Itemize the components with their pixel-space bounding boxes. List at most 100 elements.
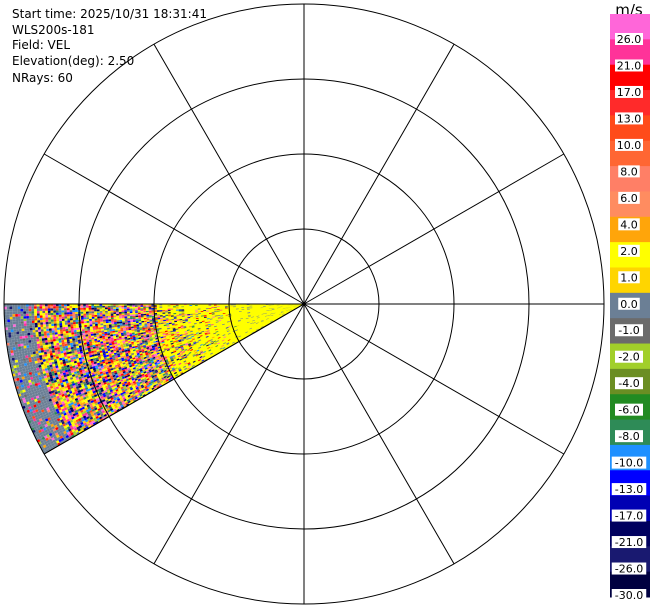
sector-gate	[171, 361, 175, 364]
sector-gate	[143, 379, 148, 382]
sector-gate	[76, 370, 80, 374]
sector-gate	[84, 419, 89, 423]
sector-gate	[122, 391, 126, 395]
sector-gate	[86, 324, 90, 327]
sector-gate	[52, 428, 57, 432]
sector-gate	[146, 322, 150, 325]
sector-gate	[141, 349, 145, 353]
sector-gate	[97, 323, 101, 326]
sector-gate	[101, 415, 105, 419]
sector-gate	[100, 319, 103, 322]
sector-gate	[147, 352, 151, 355]
sector-gate	[67, 355, 71, 359]
sector-gate	[107, 376, 111, 380]
sector-gate	[82, 370, 86, 374]
sector-gate	[59, 357, 63, 361]
sector-gate	[63, 407, 68, 411]
sector-gate	[120, 364, 124, 368]
sector-gate	[121, 350, 125, 353]
sector-gate	[85, 372, 89, 375]
sector-gate	[90, 393, 94, 397]
sector-gate	[55, 365, 59, 369]
sector-gate	[113, 391, 117, 395]
sector-gate	[106, 326, 110, 329]
sector-gate	[168, 361, 172, 364]
sector-gate	[225, 327, 229, 329]
sector-gate	[113, 397, 117, 401]
sector-gate	[100, 321, 104, 324]
sector-gate	[128, 325, 131, 328]
sector-gate	[42, 304, 45, 307]
sector-gate	[78, 357, 82, 361]
sector-gate	[57, 399, 62, 404]
sector-gate	[45, 324, 49, 327]
sector-gate	[141, 351, 145, 354]
sector-gate	[48, 326, 52, 329]
sector-gate	[102, 340, 106, 344]
sector-gate	[25, 340, 29, 344]
sector-gate	[110, 360, 114, 364]
sector-gate	[25, 337, 29, 341]
sector-gate	[170, 350, 174, 353]
sector-gate	[172, 363, 176, 367]
sector-gate	[62, 388, 66, 392]
sector-gate	[154, 320, 158, 323]
sector-gate	[128, 361, 132, 365]
sector-gate	[281, 311, 284, 313]
sector-gate	[148, 362, 152, 365]
sector-gate	[141, 387, 146, 390]
sector-gate	[73, 402, 78, 407]
sector-gate	[18, 328, 22, 332]
sector-gate	[185, 342, 188, 345]
sector-gate	[46, 384, 50, 388]
sector-gate	[120, 386, 124, 390]
sector-gate	[56, 429, 60, 433]
sector-gate	[25, 311, 29, 314]
sector-gate	[154, 316, 158, 319]
sector-gate	[117, 399, 121, 403]
sector-gate	[131, 327, 135, 330]
colorbar-tick: 13.0	[617, 112, 642, 125]
sector-gate	[63, 436, 67, 440]
sector-gate	[143, 355, 147, 358]
sector-gate	[28, 398, 32, 402]
sector-gate	[76, 327, 80, 330]
sector-gate	[68, 397, 73, 402]
sector-gate	[249, 305, 253, 307]
sector-gate	[12, 321, 16, 325]
sector-gate	[90, 346, 94, 350]
sector-gate	[45, 317, 49, 320]
sector-gate	[65, 328, 69, 332]
sector-gate	[119, 402, 123, 406]
sector-gate	[59, 320, 63, 324]
sector-gate	[118, 407, 123, 411]
sector-gate	[80, 390, 85, 394]
sector-gate	[100, 325, 104, 328]
sector-gate	[178, 313, 182, 315]
sector-gate	[145, 387, 149, 390]
sector-gate	[33, 368, 37, 372]
sector-gate	[27, 352, 31, 356]
sector-gate	[102, 350, 106, 353]
sector-gate	[86, 411, 91, 415]
sector-gate	[63, 392, 68, 396]
sector-gate	[21, 348, 25, 352]
sector-gate	[141, 391, 145, 394]
sector-gate	[89, 398, 94, 402]
sector-gate	[146, 355, 150, 359]
sector-gate	[60, 352, 64, 356]
sector-gate	[64, 316, 68, 319]
sector-gate	[173, 312, 177, 315]
sector-gate	[18, 351, 22, 355]
sector-gate	[48, 344, 52, 347]
sector-gate	[24, 388, 29, 392]
sector-gate	[140, 311, 144, 313]
sector-gate	[176, 319, 180, 321]
sector-gate	[19, 353, 23, 357]
sector-gate	[107, 348, 111, 352]
sector-gate	[132, 309, 136, 312]
sector-gate	[127, 350, 131, 353]
sector-gate	[55, 354, 59, 357]
sector-gate	[113, 305, 116, 308]
sector-gate	[146, 347, 150, 350]
